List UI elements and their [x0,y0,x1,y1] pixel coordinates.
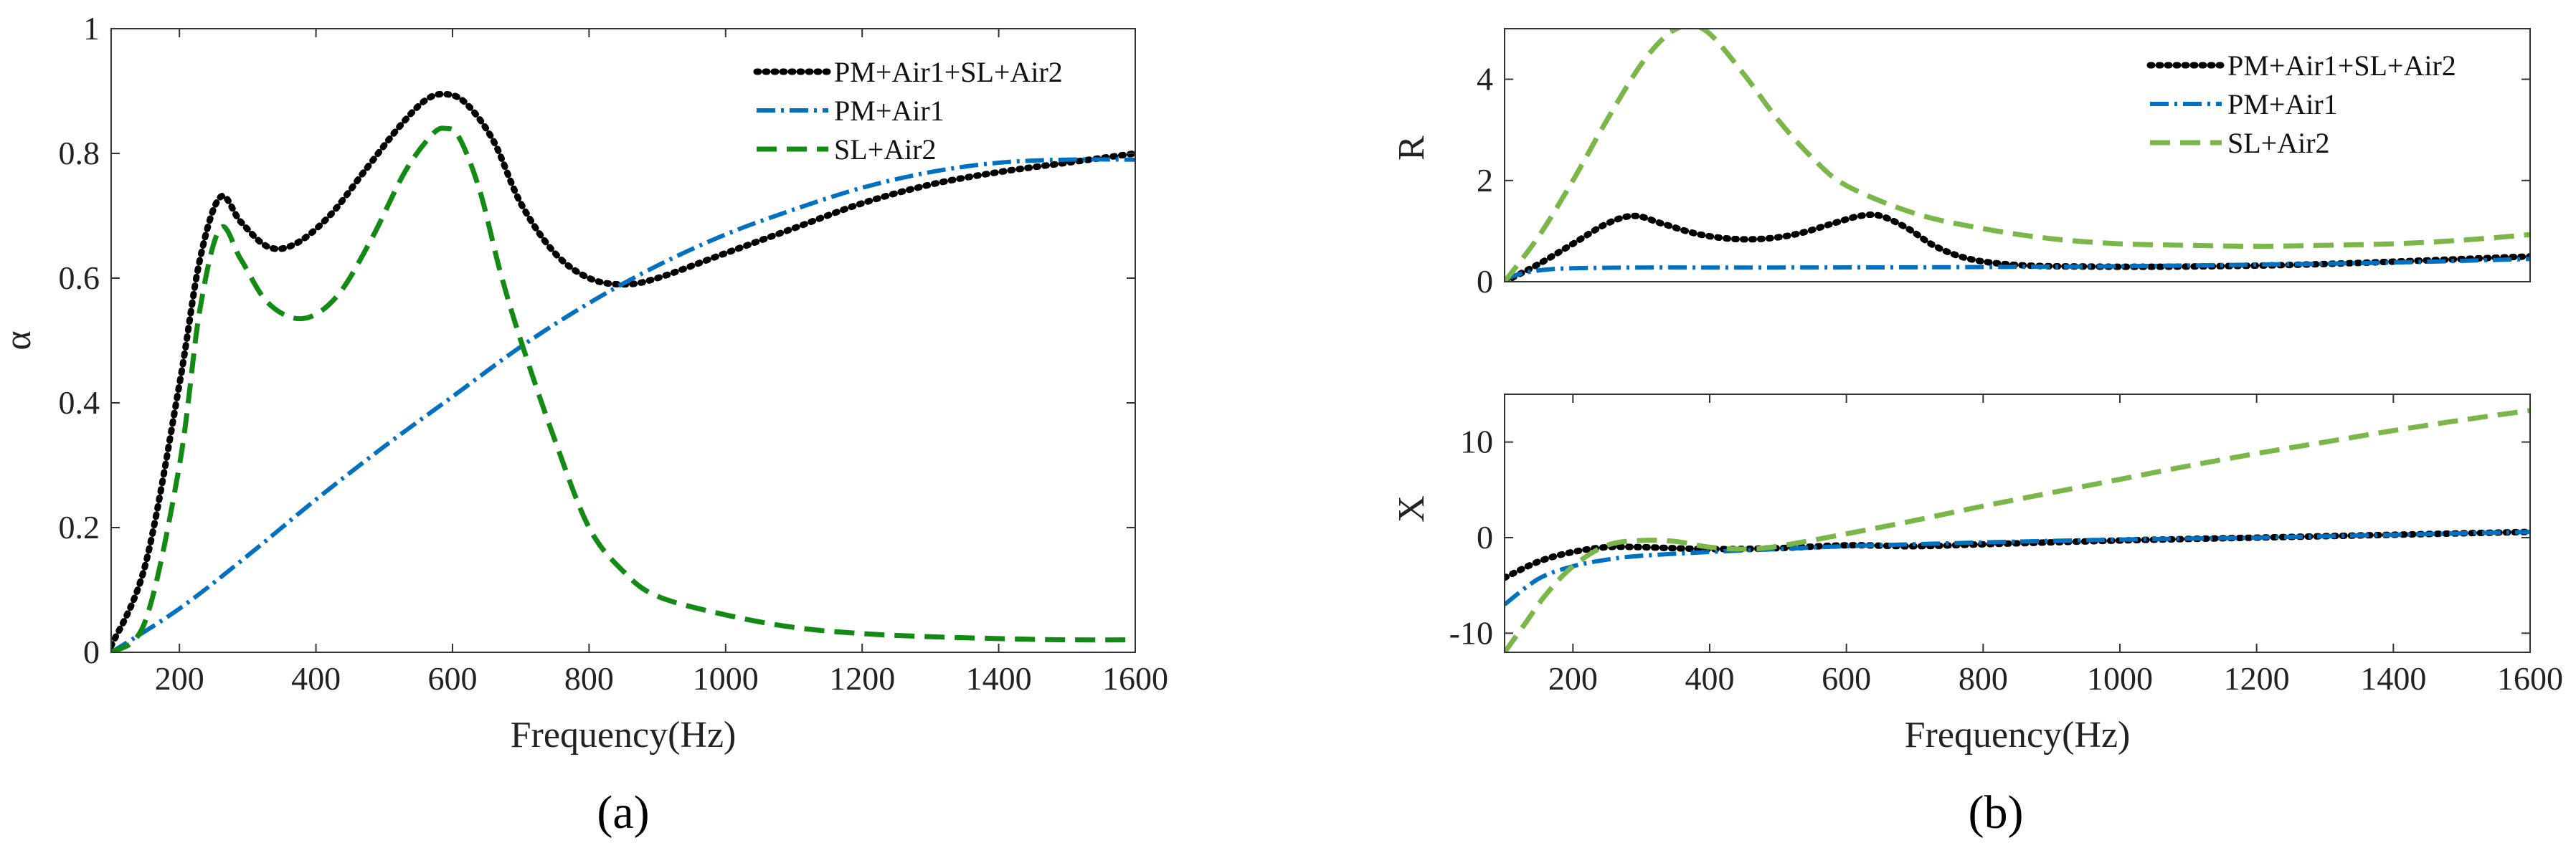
series-line-pm-air1-sl-air2 [1505,211,2530,282]
panel-b-bottom-y-axis-label: X [1391,495,1432,523]
x-tick-label: 600 [428,660,478,697]
series-line-pm-air1-sl-air2 [111,90,1135,649]
x-tick-label: 1000 [693,660,759,697]
series-line-sl-air2 [111,125,1135,652]
series-line-pm-air1 [111,157,1135,652]
y-tick-label: 0 [1477,263,1493,300]
series-line-sl-air2 [1505,29,2530,282]
x-tick-label: 400 [1685,660,1735,697]
panel-a-x-axis-label: Frequency(Hz) [511,715,737,756]
series-line-pm-air1 [1505,530,2530,606]
x-tick-label: 1400 [2360,660,2426,697]
x-tick-label: 800 [1959,660,2008,697]
x-tick-label: 200 [155,660,204,697]
y-tick-label: 0 [1477,519,1493,556]
x-tick-label: 1200 [829,660,895,697]
x-tick-label: 1600 [1102,660,1168,697]
y-tick-label: 0 [83,634,100,670]
y-tick-label: 10 [1460,424,1493,460]
legend-entry-label: PM+Air1 [834,95,944,127]
legend-entry-label: PM+Air1 [2227,88,2338,120]
panel-b-top-y-axis-label: R [1391,135,1432,161]
legend-entry-label: SL+Air2 [2227,127,2330,159]
x-tick-label: 1400 [966,660,1032,697]
series-line-pm-air1 [1505,257,2530,282]
panel-b-resistance-chart: 0 2 4 R PM+Air1+SL+Air2 PM+Air1 SL+Air2 [1391,28,2531,300]
panel-b-legend: PM+Air1+SL+Air2 PM+Air1 SL+Air2 [2146,49,2456,159]
y-tick-label: 1 [83,10,100,47]
panel-b-bottom-frame [1504,394,2531,653]
x-tick-label: 200 [1548,660,1598,697]
panel-a-chart: 200 400 600 800 1000 1200 1400 1600 0 0.2 0.4 0.6 0.… [0,10,1168,839]
panel-b-reactance-chart: 200 400 600 800 1000 1200 1400 1600 -10 0 10 Frequ… [1391,394,2563,839]
panel-b-top-frame [1504,28,2531,282]
y-tick-label: 0.2 [59,509,100,546]
panel-b-label: (b) [1969,786,2024,839]
y-tick-label: 0.4 [59,384,100,421]
panel-b-x-axis-label: Frequency(Hz) [1905,715,2131,756]
x-tick-label: 600 [1822,660,1871,697]
y-tick-label: -10 [1449,614,1493,651]
legend-entry-label: PM+Air1+SL+Air2 [2227,49,2456,82]
panel-a-legend: PM+Air1+SL+Air2 PM+Air1 SL+Air2 [753,56,1063,166]
y-tick-label: 4 [1477,61,1493,97]
panel-a-frame [110,28,1136,653]
x-tick-label: 800 [564,660,614,697]
x-tick-label: 1200 [2224,660,2290,697]
panel-a-label: (a) [597,786,649,839]
x-tick-label: 1600 [2497,660,2563,697]
y-tick-label: 0.8 [59,135,100,171]
x-tick-label: 1000 [2087,660,2153,697]
series-line-sl-air2 [1505,408,2530,652]
legend-entry-label: PM+Air1+SL+Air2 [834,56,1063,88]
panel-a-y-axis-label: α [0,330,39,350]
legend-entry-label: SL+Air2 [834,133,937,166]
x-tick-label: 400 [291,660,341,697]
y-tick-label: 2 [1477,162,1493,199]
y-tick-label: 0.6 [59,259,100,296]
